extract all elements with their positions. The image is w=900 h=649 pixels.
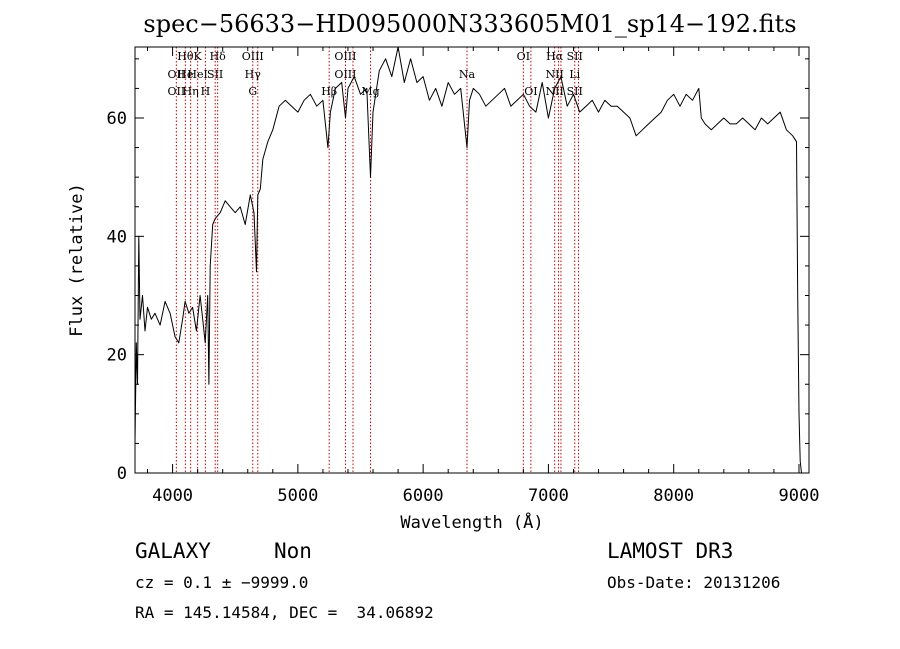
x-tick-label: 4000 xyxy=(152,486,193,506)
y-tick-label: 0 xyxy=(117,464,127,484)
x-tick-label: 6000 xyxy=(403,486,444,506)
redshift-cz: cz = 0.1 ± −9999.0 xyxy=(135,573,309,592)
y-axis-label: Flux (relative) xyxy=(67,183,87,337)
x-tick-label: 5000 xyxy=(277,486,318,506)
spectral-line-label: SII xyxy=(567,50,583,63)
spectral-line-label: OIII xyxy=(334,68,356,81)
coordinates: RA = 145.14584, DEC = 34.06892 xyxy=(135,603,434,622)
spectral-line-label: OI xyxy=(524,85,537,98)
spectral-line-label: Na xyxy=(459,68,476,81)
spectral-line-label: Hα xyxy=(546,50,564,63)
object-subclass: Non xyxy=(274,539,312,563)
plot-frame xyxy=(134,46,810,474)
obs-date: Obs-Date: 20131206 xyxy=(607,573,781,592)
spectral-line-label: OIII xyxy=(334,50,356,63)
spectral-line-label: He xyxy=(177,68,193,81)
spectral-line-label: Li xyxy=(569,68,580,81)
spectral-line-label: OII xyxy=(167,85,185,98)
spectral-line-label: H xyxy=(201,85,211,98)
survey-name: LAMOST DR3 xyxy=(607,539,734,563)
spectral-line-label: NII xyxy=(546,68,564,81)
spectral-line-label: NII xyxy=(546,85,564,98)
chart-title: spec−56633−HD095000N333605M01_sp14−192.f… xyxy=(143,10,796,38)
spectral-line-label: K xyxy=(194,50,203,63)
spectral-line-label: Mg xyxy=(361,85,379,98)
spectral-line-label: OII xyxy=(167,68,185,81)
object-class: GALAXY xyxy=(135,539,211,563)
axis-ticks: 4000 5000 6000 7000 8000 9000 0 20 40 60 xyxy=(107,47,820,506)
spectral-line-label: SII xyxy=(567,85,583,98)
spectral-line-label: Hθ xyxy=(177,50,194,63)
y-tick-label: 60 xyxy=(107,109,127,129)
spectral-line-label: Hδ xyxy=(210,50,227,63)
spectral-line-label: Hβ xyxy=(321,85,337,98)
spectrum-line xyxy=(134,46,802,474)
line-markers xyxy=(175,47,579,473)
x-tick-label: 7000 xyxy=(528,486,569,506)
spectral-line-label: OI xyxy=(517,50,530,63)
line-labels: OII OII Hθ He Hη K HeI H SII Hδ OIII Hγ G Hβ OIII OIII M… xyxy=(167,50,582,98)
spectral-line-label: G xyxy=(248,85,257,98)
x-axis-label: Wavelength (Å) xyxy=(400,511,543,533)
spectral-line-label: OIII xyxy=(242,50,264,63)
spectral-line-label: SII xyxy=(207,68,223,81)
spectral-line-label: HeI xyxy=(187,68,207,81)
x-tick-label: 9000 xyxy=(779,486,820,506)
spectral-line-label: Hγ xyxy=(245,68,262,81)
y-tick-label: 20 xyxy=(107,346,127,366)
x-tick-label: 8000 xyxy=(653,486,694,506)
spectral-line-label: Hη xyxy=(183,85,199,98)
y-tick-label: 40 xyxy=(107,227,127,247)
